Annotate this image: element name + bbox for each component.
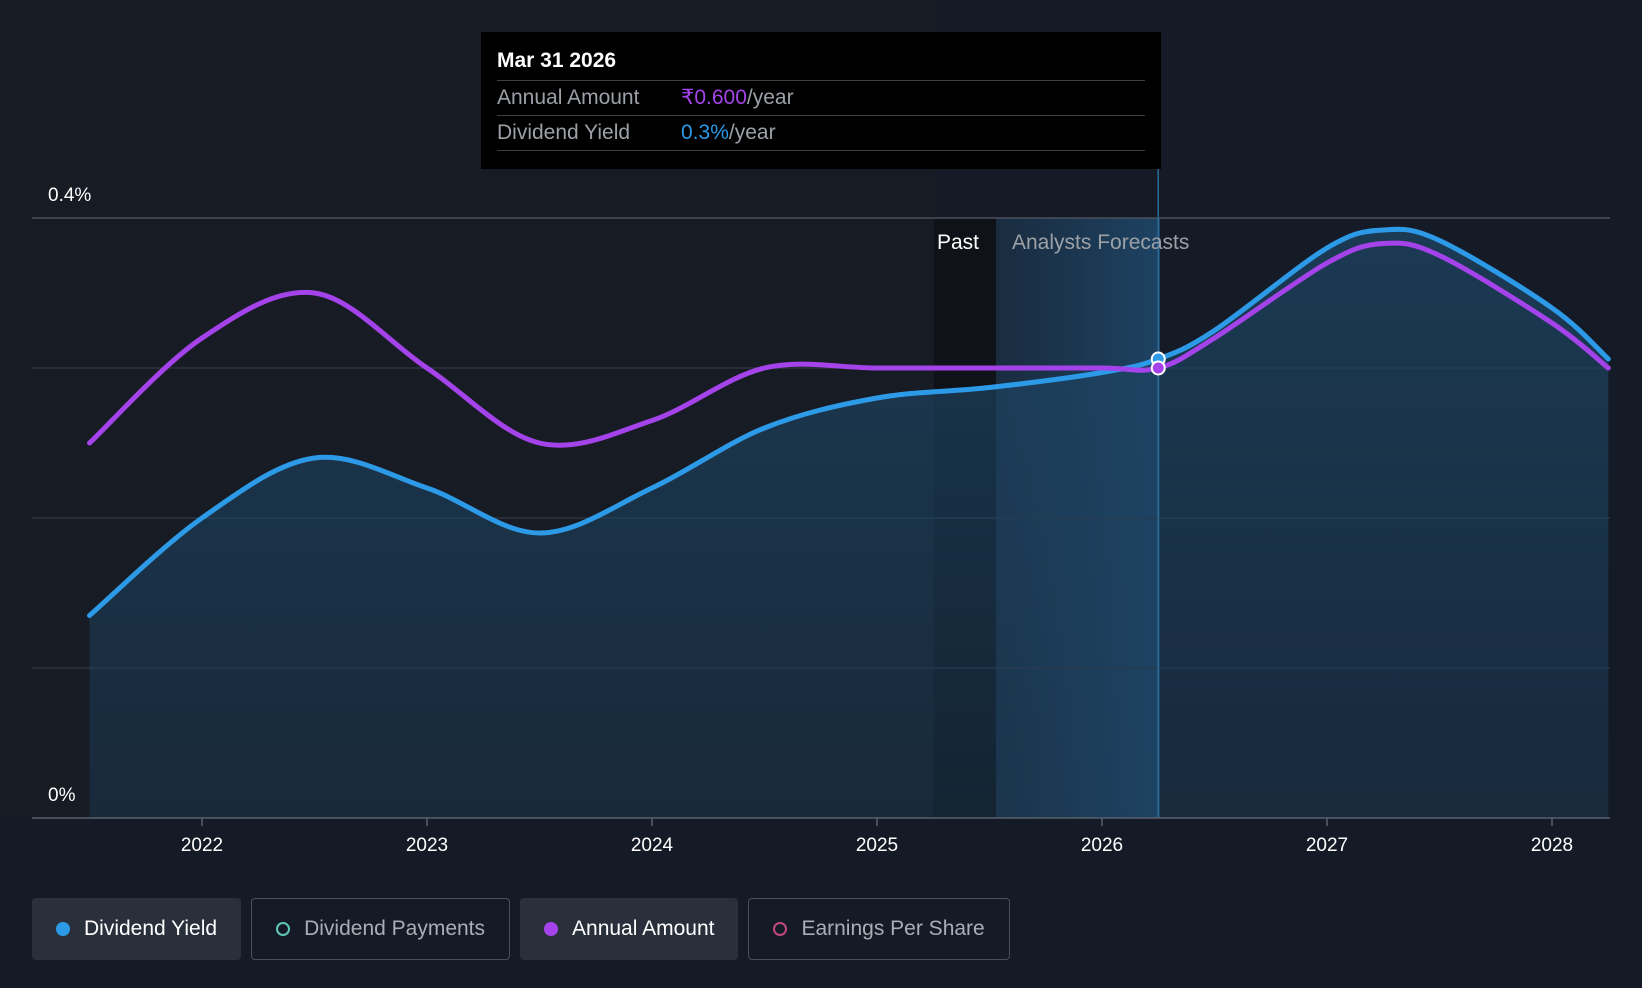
annual-amount-line[interactable] xyxy=(87,240,1611,448)
legend-annual-amount-label: Annual Amount xyxy=(572,917,715,940)
tooltip-annual-unit: /year xyxy=(746,86,794,109)
forecast-label: Analysts Forecasts xyxy=(1012,231,1189,254)
legend: Dividend Yield Dividend Payments Annual … xyxy=(32,898,1010,960)
x-tick-label: 2025 xyxy=(856,835,898,856)
past-label: Past xyxy=(937,231,979,254)
x-tick-label: 2022 xyxy=(181,835,223,856)
x-ticks: 2022 2023 2024 2025 2026 2027 2028 xyxy=(181,818,1573,856)
y-tick-bottom: 0% xyxy=(48,785,76,806)
tooltip-yield-unit: /year xyxy=(728,121,776,144)
annual-amount-dot-icon xyxy=(544,922,559,936)
tooltip-yield-row: Dividend Yield 0.3% /year xyxy=(497,116,1145,151)
earnings-per-share-dot-icon xyxy=(773,922,788,936)
tooltip-yield-label: Dividend Yield xyxy=(497,121,631,144)
yield-area xyxy=(89,229,1609,819)
legend-dividend-yield[interactable]: Dividend Yield xyxy=(32,898,242,960)
dividend-yield-dot-icon xyxy=(56,922,70,936)
x-tick-label: 2023 xyxy=(406,835,448,856)
x-tick-label: 2026 xyxy=(1081,835,1123,856)
tooltip-date: Mar 31 2026 xyxy=(497,46,1145,81)
legend-dividend-payments[interactable]: Dividend Payments xyxy=(251,898,511,960)
x-tick-label: 2028 xyxy=(1531,835,1573,856)
annual-amount-marker[interactable] xyxy=(1150,360,1166,376)
legend-earnings-per-share[interactable]: Earnings Per Share xyxy=(748,898,1010,960)
tooltip-yield-value: 0.3% xyxy=(681,121,729,144)
dividend-payments-dot-icon xyxy=(276,922,291,936)
legend-dividend-payments-label: Dividend Payments xyxy=(304,917,486,940)
tooltip-annual-value: ₹0.600 xyxy=(681,86,747,109)
dividend-yield-line[interactable] xyxy=(87,226,1611,618)
tooltip-annual-row: Annual Amount ₹0.600 /year xyxy=(497,81,1145,116)
legend-dividend-yield-label: Dividend Yield xyxy=(84,917,218,940)
x-tick-label: 2024 xyxy=(631,835,674,856)
y-tick-top: 0.4% xyxy=(48,185,91,206)
tooltip-annual-label: Annual Amount xyxy=(497,86,640,109)
tooltip: Mar 31 2026 Annual Amount ₹0.600 /year D… xyxy=(481,32,1161,169)
legend-earnings-per-share-label: Earnings Per Share xyxy=(801,917,985,940)
legend-annual-amount[interactable]: Annual Amount xyxy=(520,898,739,960)
x-tick-label: 2027 xyxy=(1306,835,1348,856)
